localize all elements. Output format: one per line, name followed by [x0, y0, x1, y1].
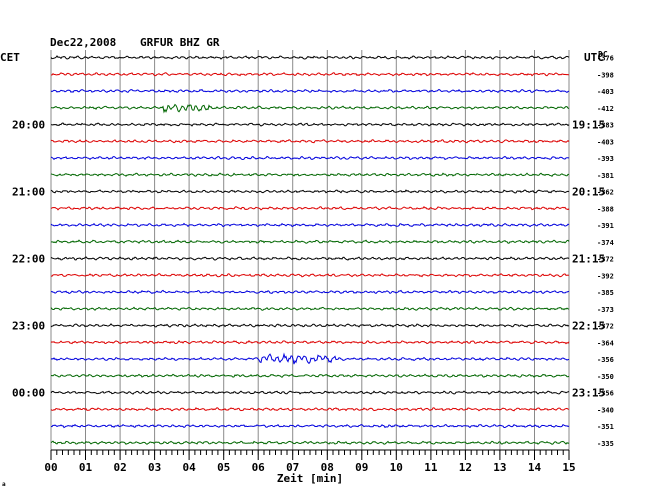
dc-offset-label: -393	[597, 155, 614, 163]
left-time-label: 21:00	[12, 186, 45, 199]
dc-offset-label: -388	[597, 205, 614, 213]
dc-offset-label: -340	[597, 406, 614, 414]
x-tick-label: 04	[182, 461, 196, 474]
right-time-label: 20:15	[572, 186, 605, 199]
dc-label: DC	[598, 50, 608, 59]
dc-offset-label: -373	[597, 306, 614, 314]
x-tick-label: 02	[113, 461, 126, 474]
dc-offset-label: -356	[597, 356, 614, 364]
x-axis: 00 01 02 03 04 05 06 07 08 09 10 11 12 13 14 15	[44, 449, 576, 474]
left-time-label: 22:00	[12, 253, 45, 266]
trace-line	[50, 352, 570, 365]
trace-line	[50, 289, 570, 295]
left-time-label: 23:00	[12, 320, 45, 333]
x-tick-label: 09	[355, 461, 368, 474]
dc-offset-label: -398	[597, 71, 614, 79]
trace-line	[50, 122, 570, 127]
trace-line	[50, 139, 570, 144]
x-tick-label: 10	[390, 461, 403, 474]
dc-offset-label: -403	[597, 88, 614, 96]
left-time-label: 20:00	[12, 119, 45, 132]
dc-offset-label: -383	[597, 122, 614, 130]
trace-line	[50, 239, 570, 244]
dc-offset-label: -372	[597, 323, 614, 331]
trace-line	[50, 172, 569, 178]
trace-line	[50, 373, 570, 378]
x-tick-label: 12	[459, 461, 472, 474]
trace-line	[50, 155, 570, 161]
dc-offset-label: -392	[597, 272, 614, 280]
right-time-label: 19:15	[572, 119, 605, 132]
trace-line	[50, 339, 570, 345]
chart-date: Dec22,2008	[50, 36, 116, 49]
trace-line	[50, 406, 570, 412]
right-zone-label: UTC	[584, 51, 604, 64]
trace-line	[50, 256, 570, 261]
right-time-label: 21:15	[572, 253, 605, 266]
time-grid	[50, 50, 570, 455]
dc-offset-label: -381	[597, 172, 614, 180]
trace-line	[50, 55, 570, 60]
x-tick-label: 01	[79, 461, 93, 474]
x-tick-label: 00	[44, 461, 57, 474]
trace-lines	[50, 55, 570, 445]
trace-line	[50, 390, 570, 395]
x-tick-label: 13	[493, 461, 506, 474]
left-zone-label: CET	[0, 51, 20, 64]
trace-line	[50, 440, 570, 445]
trace-line	[50, 273, 570, 278]
dc-offset-label: -372	[597, 256, 614, 264]
trace-line	[50, 103, 570, 114]
x-tick-label: 08	[321, 461, 334, 474]
trace-line	[50, 423, 570, 429]
chart-station: GRFUR BHZ GR	[140, 36, 220, 49]
trace-line	[50, 306, 570, 311]
x-tick-label: 15	[562, 461, 575, 474]
trace-line	[50, 323, 570, 328]
right-time-label: 22:15	[572, 320, 605, 333]
trace-line	[50, 189, 570, 194]
dc-offset-label: -362	[597, 189, 614, 197]
dc-offset-label: -351	[597, 423, 614, 431]
dc-offset-label: -391	[597, 222, 614, 230]
dc-offset-label: -335	[597, 440, 614, 448]
corner-mark: a	[2, 481, 6, 488]
dc-offset-label: -403	[597, 138, 614, 146]
trace-line	[50, 88, 570, 94]
dc-offset-label: -356	[597, 390, 614, 398]
trace-line	[50, 222, 570, 228]
trace-line	[50, 206, 570, 211]
time-labels: 20:00 21:00 22:00 23:00 00:00 19:15 20:15 21:15…	[12, 55, 614, 448]
x-tick-label: 03	[148, 461, 161, 474]
dc-offset-label: -412	[597, 105, 614, 113]
x-tick-label: 11	[424, 461, 438, 474]
dc-offset-label: -374	[597, 239, 614, 247]
trace-line	[50, 72, 569, 77]
dc-offset-label: -385	[597, 289, 614, 297]
x-tick-label: 14	[528, 461, 542, 474]
dc-offset-label: -364	[597, 339, 614, 347]
left-time-label: 00:00	[12, 387, 45, 400]
right-time-label: 23:15	[572, 387, 605, 400]
dc-offset-label: -350	[597, 373, 614, 381]
x-axis-label: Zeit [min]	[277, 472, 343, 485]
dc-offset-label: -376	[597, 55, 614, 63]
x-tick-label: 07	[286, 461, 299, 474]
x-tick-label: 06	[252, 461, 266, 474]
x-tick-label: 05	[217, 461, 230, 474]
